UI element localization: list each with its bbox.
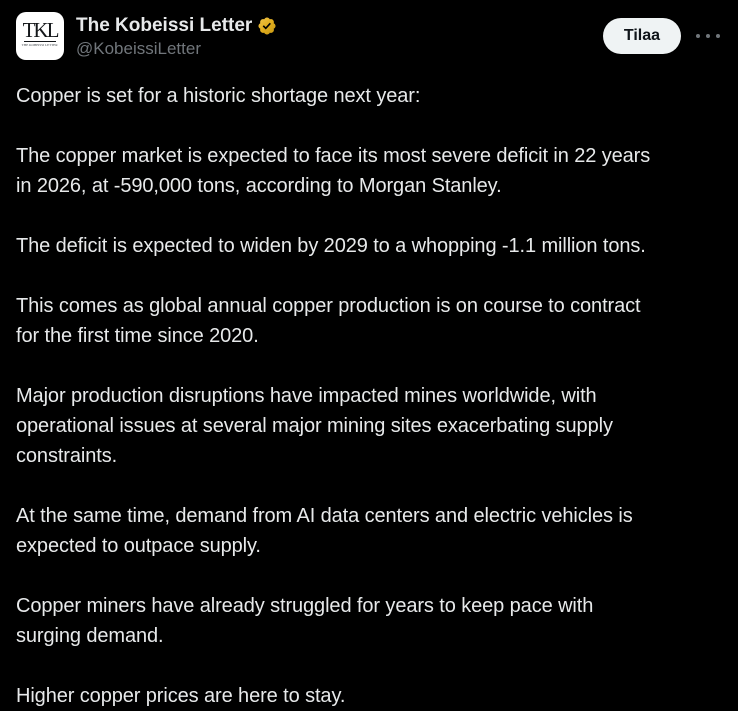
display-name[interactable]: The Kobeissi Letter [76, 14, 253, 36]
gold-verified-icon[interactable] [257, 16, 277, 36]
tweet-text: Copper is set for a historic shortage ne… [16, 85, 651, 707]
user-handle[interactable]: @KobeissiLetter [76, 38, 201, 58]
avatar-logo-rule [24, 41, 56, 42]
subscribe-button[interactable]: Tilaa [602, 18, 681, 54]
more-horizontal-icon[interactable] [694, 30, 722, 42]
author-block: The Kobeissi Letter @Kobeis [76, 12, 277, 60]
tweet-header: TKL THE KOBEISSI LETTER The Kobeissi Let… [16, 12, 722, 60]
header-actions: Tilaa [602, 12, 722, 60]
avatar[interactable]: TKL THE KOBEISSI LETTER [16, 12, 64, 60]
avatar-logo-text: TKL [22, 18, 60, 42]
avatar-logo-subtext: THE KOBEISSI LETTER [22, 43, 58, 47]
